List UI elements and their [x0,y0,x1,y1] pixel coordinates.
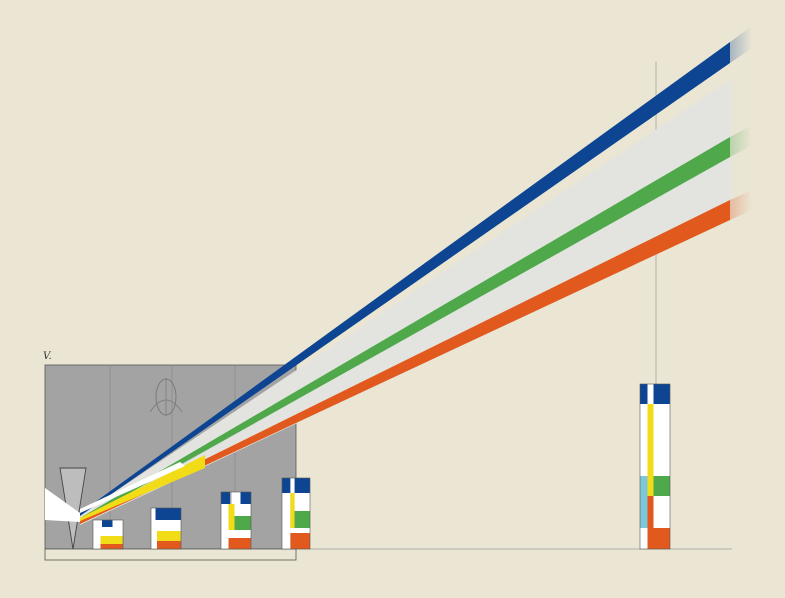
spectrum-bar-4 [281,477,311,550]
bar-segment-white [93,544,101,549]
bar-segment-white [151,508,156,520]
bar-segment-green [294,511,310,528]
bar-segment-orange [290,533,310,549]
bar-outline [281,477,311,550]
bar-segment-white [151,531,157,541]
bar-segment-green [234,516,251,530]
spectrum-bar-1 [92,519,124,550]
bar-segment-orange [647,496,654,528]
beam-green-fade [730,125,752,157]
bar-segment-white [640,404,648,476]
bar-outline [150,507,182,550]
bar-segment-white [653,496,670,528]
beam-green [80,137,730,521]
bar-segment-white [93,527,102,536]
bar-segment-orange [157,541,181,549]
incoming-light [45,488,80,522]
bar-segment-white [221,516,229,530]
lens-arc [149,399,183,413]
bar-segment-yellow [647,476,654,496]
bar-segment-white [282,533,291,549]
beam-blue-fade [730,26,752,63]
bar-segment-blue [282,478,291,493]
bar-segment-white [102,527,123,536]
beam-orange-fade [730,190,752,220]
bar-segment-orange [228,538,251,549]
bar-segment-yellow [290,493,295,511]
ray-white [80,462,185,513]
bar-segment-white [93,536,101,544]
bar-outline [220,491,252,550]
bar-segment-white [228,530,251,538]
bar-segment-white [294,493,310,511]
bar-segment-white [157,520,172,531]
bar-segment-white [221,504,229,516]
ray-yellow [80,455,205,521]
bar-segment-white [221,530,229,538]
bar-segment-blue [240,492,251,504]
bar-segment-yellow [228,516,235,530]
bar-segment-blue [102,520,113,527]
bar-segment-white [231,492,241,504]
bar-segment-green [653,476,670,496]
bar-segment-white [640,528,648,549]
spectrum-bar-2 [150,507,182,550]
bar-segment-white [172,520,181,531]
bar-segment-orange [653,528,670,549]
bar-outline [92,519,124,550]
bar-segment-white [112,520,123,527]
light-band-upper [80,80,730,522]
bar-segment-orange [100,544,123,549]
bar-segment-white [282,528,291,533]
bar-segment-blue [221,492,230,504]
bar-segment-orange [647,528,654,549]
bar-segment-white [282,493,291,511]
bar-segment-white [647,384,654,404]
bar-segment-white [151,520,157,531]
beam-blue [80,42,730,516]
bar-segment-white [221,538,229,549]
bar-segment-white [290,478,295,493]
bar-segment-white [653,404,670,476]
bar-segment-cyan [640,496,648,528]
spectrum-bar-3 [220,491,252,550]
bar-segment-blue [640,384,648,404]
bar-segment-white [290,528,310,533]
spectrum-bars [92,383,671,550]
bar-segment-yellow [228,504,235,516]
base-strip [44,548,297,561]
bar-segment-yellow [647,404,654,476]
bar-segment-yellow [157,531,181,541]
bar-segment-blue [294,478,310,493]
bar-segment-blue [653,384,670,404]
bar-segment-blue [167,508,181,520]
bar-segment-cyan [640,476,648,496]
bar-segment-white [234,504,251,516]
bar-segment-white [93,520,102,527]
bar-segment-yellow [100,536,123,544]
bar-segment-white [151,541,157,549]
plate-label: V. [43,351,52,362]
bar-segment-yellow [290,511,295,528]
bar-outline [639,383,671,550]
bar-segment-white [282,511,291,528]
spectrum-bar-far [639,383,671,550]
bar-segment-blue [155,508,168,520]
beam-orange [80,200,730,524]
